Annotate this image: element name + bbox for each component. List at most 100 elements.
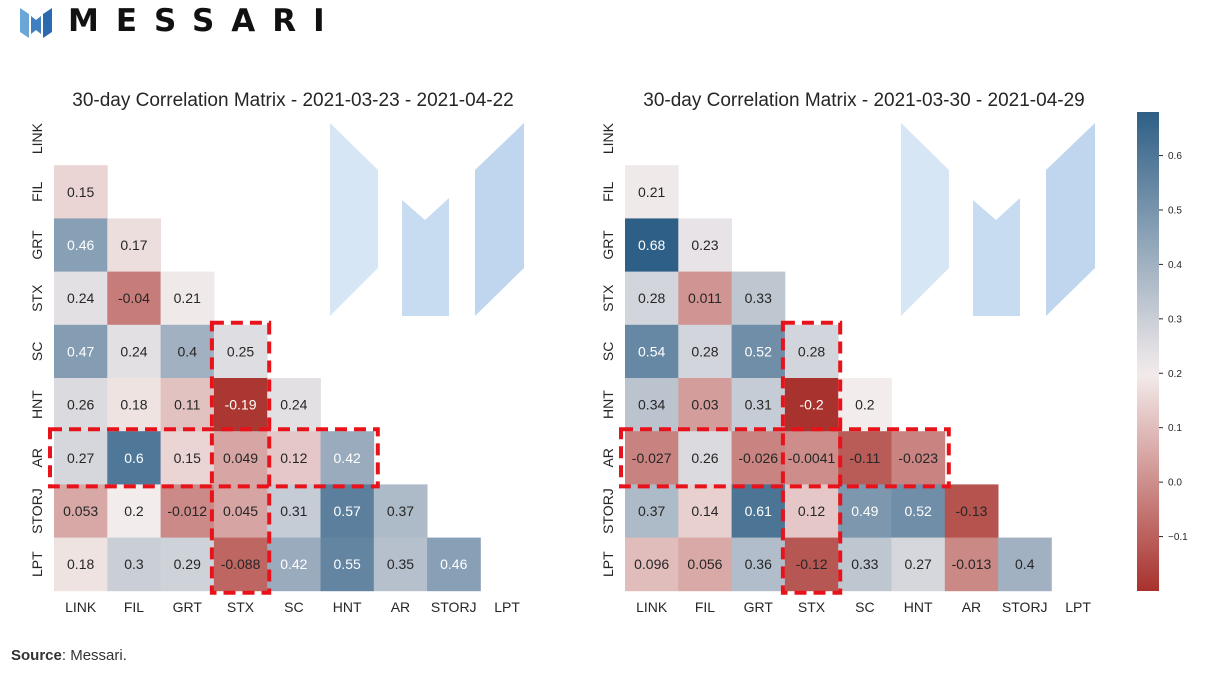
heatmap-cell — [784, 431, 839, 485]
heatmap-cell — [213, 378, 268, 432]
x-tick-label: HNT — [333, 599, 362, 615]
heatmap-cell — [731, 271, 786, 326]
cell-value-label: -0.013 — [952, 556, 992, 572]
cell-value-label: 0.12 — [280, 450, 307, 466]
heatmap-cell — [213, 324, 268, 379]
cell-value-label: 0.6 — [124, 450, 144, 466]
cell-value-label: 0.57 — [334, 503, 361, 519]
cell-value-label: 0.27 — [905, 556, 932, 572]
heatmap-cell — [54, 378, 108, 432]
y-tick-label: STX — [600, 284, 616, 312]
cell-value-label: 0.18 — [120, 397, 147, 413]
cell-value-label: -0.13 — [955, 503, 987, 519]
heatmap-cell — [625, 324, 679, 379]
y-tick-label: GRT — [29, 230, 45, 260]
cell-value-label: -0.11 — [849, 450, 880, 466]
colorbar: −0.1 0.0 0.1 0.2 0.3 0.4 0.5 0.6 — [1137, 112, 1188, 591]
cell-value-label: 0.49 — [851, 503, 878, 519]
heatmap-cell — [107, 484, 161, 538]
heatmap-cell — [625, 271, 679, 326]
heatmap-cell — [54, 218, 108, 272]
y-tick-label: SC — [600, 342, 616, 361]
cell-value-label: 0.03 — [691, 397, 718, 413]
heatmap-cell — [625, 537, 679, 592]
cell-value-label: 0.3 — [124, 556, 144, 572]
heatmap-cell — [160, 431, 215, 485]
cell-value-label: 0.2 — [855, 397, 875, 413]
chart-title: 30-day Correlation Matrix - 2021-03-23 -… — [72, 90, 513, 111]
y-tick-label: GRT — [600, 230, 616, 260]
heatmap-cell — [320, 431, 375, 485]
x-tick-label: AR — [962, 599, 981, 615]
cell-value-label: 0.31 — [280, 503, 307, 519]
cell-value-label: -0.026 — [738, 450, 778, 466]
heatmap-cell — [838, 378, 892, 432]
y-tick-label: LPT — [600, 551, 616, 577]
heatmap-cell — [54, 165, 108, 219]
cell-value-label: 0.37 — [387, 503, 414, 519]
heatmap-cell — [107, 378, 161, 432]
colorbar-tick-label: 0.0 — [1168, 478, 1182, 489]
heatmap-cell — [731, 378, 786, 432]
y-tick-label: AR — [600, 448, 616, 467]
y-tick-label: HNT — [600, 390, 616, 419]
x-tick-label: STX — [798, 599, 826, 615]
colorbar-gradient — [1137, 112, 1159, 591]
heatmap-cell — [891, 484, 946, 538]
heatmap-cell — [213, 537, 268, 592]
heatmap-cell — [54, 431, 108, 485]
cell-value-label: 0.23 — [691, 237, 718, 253]
cell-value-label: 0.21 — [174, 290, 201, 306]
cell-value-label: 0.29 — [174, 556, 201, 572]
heatmap-cell — [213, 431, 268, 485]
source-label: Source — [11, 647, 62, 664]
heatmap-cell — [267, 537, 321, 592]
heatmap-cell — [160, 271, 215, 326]
highlight-row-box — [619, 427, 951, 489]
x-tick-label: FIL — [695, 599, 715, 615]
x-tick-label: LINK — [65, 599, 97, 615]
cell-value-label: 0.26 — [67, 397, 94, 413]
heatmap-cell — [625, 484, 679, 538]
heatmap-cell — [625, 165, 679, 219]
x-tick-label: STX — [227, 599, 255, 615]
highlight-column-box — [780, 320, 843, 595]
heatmap-cell — [160, 537, 215, 592]
heatmap-cell — [998, 537, 1052, 592]
heatmap-cell — [944, 484, 999, 538]
cell-value-label: -0.0041 — [788, 450, 836, 466]
y-tick-label: FIL — [600, 181, 616, 201]
x-tick-label: GRT — [173, 599, 203, 615]
cell-value-label: -0.2 — [799, 397, 823, 413]
heatmap-cell — [784, 537, 839, 592]
heatmap-cell — [838, 484, 892, 538]
heatmap-cell — [678, 218, 732, 272]
cell-value-label: 0.14 — [691, 503, 718, 519]
cell-value-label: 0.61 — [745, 503, 772, 519]
cell-value-label: 0.27 — [67, 450, 94, 466]
y-tick-label: LINK — [600, 122, 616, 154]
heatmap-cell — [54, 324, 108, 379]
cell-value-label: 0.2 — [124, 503, 144, 519]
cell-value-label: 0.011 — [688, 290, 722, 306]
cell-value-label: 0.21 — [638, 184, 665, 200]
cell-value-label: 0.47 — [67, 343, 94, 359]
cell-value-label: 0.28 — [691, 343, 718, 359]
cell-value-label: 0.24 — [120, 343, 147, 359]
colorbar-tick-label: 0.5 — [1168, 205, 1182, 216]
messari-logo: MESSARI — [18, 4, 342, 38]
cell-value-label: 0.24 — [67, 290, 94, 306]
cell-value-label: 0.68 — [638, 237, 665, 253]
heatmap-cell — [678, 431, 732, 485]
heatmap-cell — [320, 537, 375, 592]
messari-m-watermark-icon — [330, 123, 524, 316]
cell-value-label: 0.33 — [851, 556, 878, 572]
heatmap-cell — [731, 431, 786, 485]
cell-value-label: 0.12 — [798, 503, 825, 519]
heatmap-cell — [54, 271, 108, 326]
cell-value-label: 0.36 — [745, 556, 772, 572]
heatmap-cell — [891, 431, 946, 485]
cell-value-label: 0.4 — [178, 343, 198, 359]
heatmap-cell — [54, 537, 108, 592]
